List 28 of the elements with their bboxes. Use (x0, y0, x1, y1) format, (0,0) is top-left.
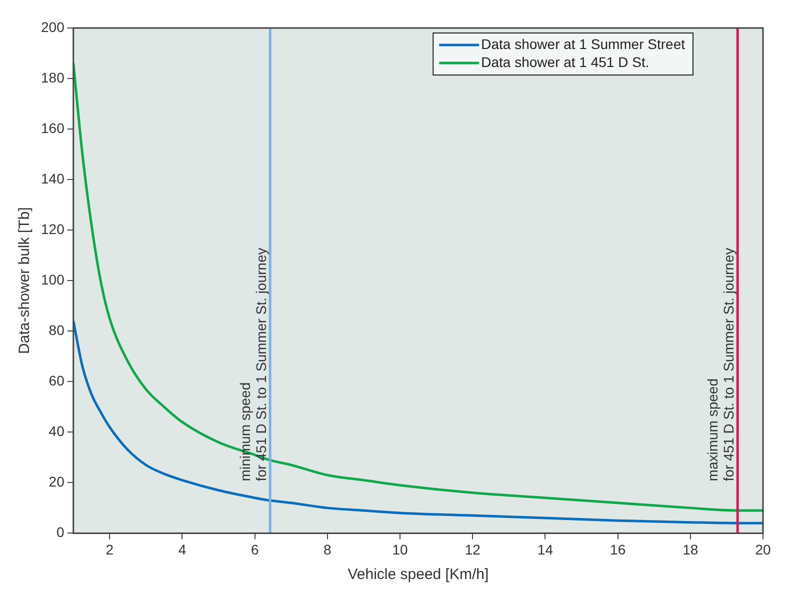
y-tick-label: 40 (48, 423, 65, 440)
x-tick-label: 2 (106, 541, 114, 558)
x-tick-label: 6 (250, 541, 259, 558)
legend-label: Data shower at 1 451 D St. (481, 54, 650, 70)
x-axis-title: Vehicle speed [Km/h] (348, 566, 489, 584)
x-tick-label: 8 (324, 541, 332, 558)
x-tick-label: 20 (755, 541, 771, 558)
legend-label: Data shower at 1 Summer Street (481, 36, 686, 52)
y-tick-label: 160 (41, 120, 65, 136)
y-tick-label: 200 (41, 18, 65, 35)
y-tick-label: 180 (41, 69, 65, 86)
ref-line-label: minimum speed for 451 D St. to 1 Summer St. journey (237, 248, 270, 482)
y-tick-label: 0 (56, 524, 65, 540)
y-tick-label: 100 (41, 271, 65, 288)
y-tick-label: 60 (48, 372, 65, 388)
x-tick-label: 4 (178, 541, 186, 558)
y-tick-label: 120 (41, 220, 65, 237)
x-tick-label: 16 (610, 541, 626, 558)
x-tick-label: 18 (682, 541, 698, 558)
y-tick-label: 20 (48, 474, 65, 490)
x-tick-label: 14 (537, 541, 554, 558)
y-tick-label: 140 (41, 170, 65, 186)
x-tick-label: 12 (464, 541, 481, 558)
y-tick-label: 80 (48, 322, 65, 338)
line-series (73, 320, 763, 524)
y-axis-title: Data-shower bulk [Tb] (16, 207, 34, 354)
ref-line-label: maximum speed for 451 D St. to 1 Summer St. journey (704, 248, 737, 482)
x-tick-label: 10 (392, 541, 408, 558)
